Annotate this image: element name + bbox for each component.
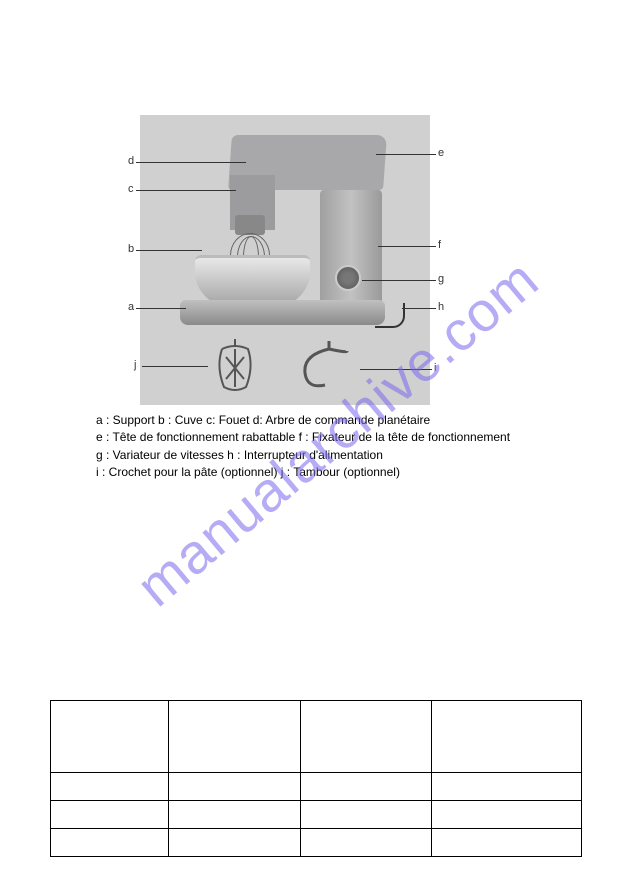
callout-line-d <box>136 162 246 163</box>
table-row <box>51 773 582 801</box>
table-cell <box>168 773 300 801</box>
table-cell <box>168 701 300 773</box>
table-row <box>51 829 582 857</box>
callout-line-e <box>376 154 436 155</box>
spec-table <box>50 700 582 857</box>
table-cell <box>432 701 582 773</box>
table-cell <box>300 701 432 773</box>
table-cell <box>51 773 169 801</box>
callout-label-g: g <box>438 273 444 285</box>
table-cell <box>432 829 582 857</box>
callout-line-f <box>378 246 436 247</box>
table-cell <box>168 829 300 857</box>
mixer-attach-shape <box>235 215 265 235</box>
callout-label-f: f <box>438 239 441 251</box>
table-cell <box>432 773 582 801</box>
callout-label-b: b <box>128 243 134 255</box>
legend-line-3: g : Variateur de vitesses h : Interrupte… <box>96 447 566 464</box>
callout-label-e: e <box>438 147 444 159</box>
table-row <box>51 701 582 773</box>
table-cell <box>300 773 432 801</box>
product-figure <box>140 115 430 405</box>
legend-line-2: e : Tête de fonctionnement rabattable f … <box>96 429 566 446</box>
callout-label-j: j <box>134 359 136 371</box>
callout-label-c: c <box>128 183 134 195</box>
callout-label-i: i <box>434 362 436 374</box>
hook-accessory-icon <box>295 337 355 393</box>
table-cell <box>168 801 300 829</box>
speed-dial-shape <box>335 265 361 291</box>
callout-label-d: d <box>128 155 134 167</box>
table-cell <box>432 801 582 829</box>
callout-line-j <box>142 366 208 367</box>
legend-line-4: i : Crochet pour la pâte (optionnel) j :… <box>96 464 566 481</box>
callout-label-h: h <box>438 301 444 313</box>
table-cell <box>51 801 169 829</box>
table-row <box>51 801 582 829</box>
callout-line-g <box>362 280 436 281</box>
callout-line-i <box>360 369 432 370</box>
callout-line-a <box>136 308 186 309</box>
table-cell <box>51 701 169 773</box>
callout-line-b <box>136 250 202 251</box>
base-shape <box>180 300 385 325</box>
table-cell <box>51 829 169 857</box>
cord-shape <box>375 303 405 328</box>
table-cell <box>300 801 432 829</box>
callout-label-a: a <box>128 301 134 313</box>
beater-accessory-icon <box>212 337 258 393</box>
legend-line-1: a : Support b : Cuve c: Fouet d: Arbre d… <box>96 412 566 429</box>
callout-line-h <box>402 308 436 309</box>
callout-line-c <box>136 190 236 191</box>
table-cell <box>300 829 432 857</box>
figure-legend: a : Support b : Cuve c: Fouet d: Arbre d… <box>96 412 566 482</box>
